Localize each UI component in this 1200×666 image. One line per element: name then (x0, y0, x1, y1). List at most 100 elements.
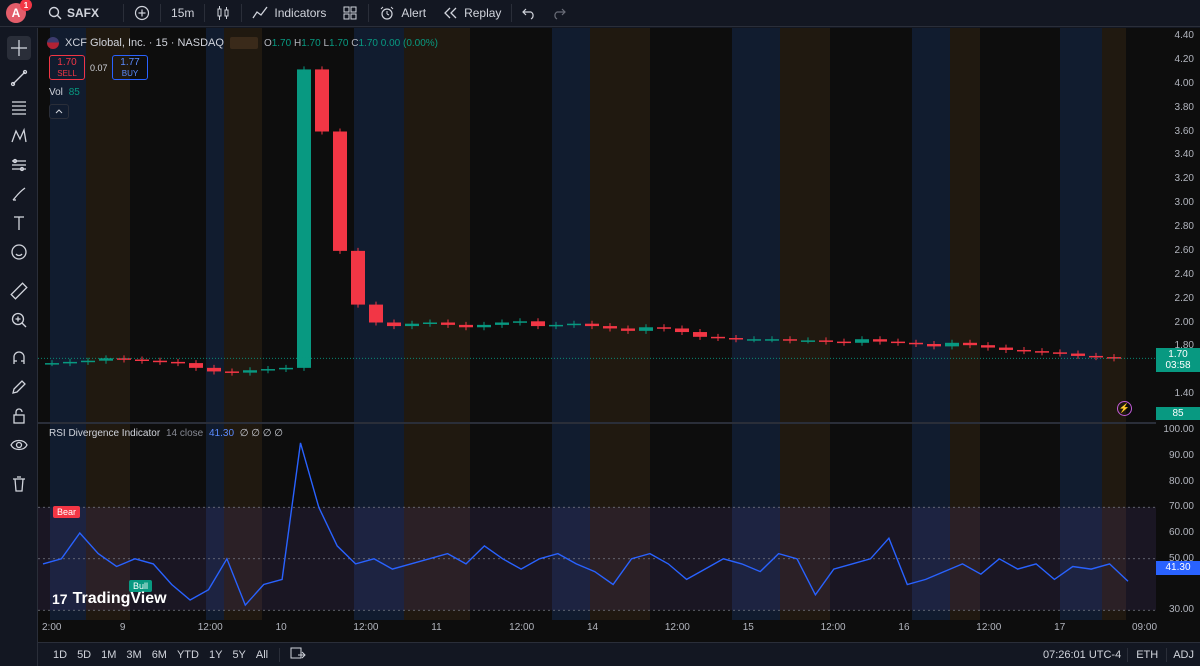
hide-drawings-tool[interactable] (7, 433, 31, 457)
symbol-title[interactable]: XCF Global, Inc. · 15 · NASDAQ (65, 37, 224, 49)
emoji-tool[interactable] (7, 240, 31, 264)
price-candle (873, 339, 887, 342)
price-candle (369, 304, 383, 323)
price-candle (1035, 351, 1049, 353)
fib-tool[interactable] (7, 95, 31, 119)
grid-icon (343, 6, 357, 20)
price-candle (801, 340, 815, 342)
low-value: 1.70 (329, 37, 349, 49)
price-candle (513, 321, 527, 323)
timeframe-5d[interactable]: 5D (77, 648, 92, 661)
alert-button[interactable]: Alert (371, 0, 434, 27)
stay-drawing-tool[interactable] (7, 375, 31, 399)
timeframe-6m[interactable]: 6M (151, 648, 167, 661)
remove-drawings-tool[interactable] (7, 472, 31, 496)
notification-badge: 1 (20, 0, 32, 11)
compare-button[interactable] (126, 0, 158, 27)
clock[interactable]: 07:26:01 UTC-4 (1042, 648, 1122, 661)
sell-button[interactable]: 1.70 SELL (49, 55, 85, 80)
tv-logo-icon: 17 (52, 591, 68, 607)
buy-button[interactable]: 1.77 BUY (112, 55, 148, 80)
price-candle (279, 367, 293, 370)
price-candle (81, 360, 95, 363)
magnet-tool[interactable] (7, 346, 31, 370)
price-candle (459, 324, 473, 328)
lock-drawings-tool[interactable] (7, 404, 31, 428)
time-tick-label: 12:00 (820, 622, 846, 633)
collapse-legend-button[interactable] (49, 104, 69, 119)
timeframe-3m[interactable]: 3M (126, 648, 142, 661)
price-tick-label: 4.00 (1174, 77, 1194, 89)
chevron-up-icon (55, 109, 63, 114)
adj-button[interactable]: ADJ (1173, 648, 1194, 661)
price-candle (999, 347, 1013, 350)
timeframe-5y[interactable]: 5Y (232, 648, 246, 661)
price-candle (729, 338, 743, 340)
fib-lines-icon (12, 101, 26, 115)
last-price: 1.70 (1168, 349, 1188, 360)
crosshair-tool[interactable] (7, 36, 31, 60)
undo-icon (522, 8, 535, 20)
rsi-value-tag: 41.30 (1156, 561, 1200, 575)
user-avatar[interactable]: A 1 (6, 0, 32, 23)
timeframe-ytd[interactable]: YTD (176, 648, 199, 661)
text-tool[interactable] (7, 211, 31, 235)
price-candle (567, 323, 581, 326)
candles-icon (217, 6, 229, 20)
price-candle (585, 323, 599, 327)
timeframe-1m[interactable]: 1M (101, 648, 117, 661)
ruler-tool[interactable] (7, 279, 31, 303)
brush-tool[interactable] (7, 182, 31, 206)
price-candle (855, 339, 869, 343)
timeframe-all[interactable]: All (255, 648, 269, 661)
sell-price: 1.70 (57, 57, 77, 68)
price-candle (441, 322, 455, 325)
price-candle (657, 327, 671, 329)
replay-button[interactable]: Replay (434, 0, 509, 27)
price-axis[interactable]: 4.40 4.20 4.00 3.80 3.60 3.40 3.20 3.00 2.80 2.60… (1156, 28, 1200, 642)
plus-circle-icon (134, 5, 150, 21)
divider (1127, 647, 1129, 662)
chart-type-button[interactable] (207, 0, 239, 27)
price-candle (153, 360, 167, 363)
price-tick-label: 1.80 (1174, 340, 1194, 352)
price-candle (747, 339, 761, 341)
session-band (1060, 28, 1102, 620)
rsi-name[interactable]: RSI Divergence Indicator (49, 428, 161, 439)
rsi-legend: RSI Divergence Indicator 14 close 41.30 … (49, 428, 283, 439)
replay-label: Replay (464, 6, 502, 20)
timeframe-1y[interactable]: 1Y (208, 648, 223, 661)
session-button[interactable]: ETH (1136, 648, 1159, 661)
forecast-tool[interactable] (7, 153, 31, 177)
ohlc-values: O1.70 H1.70 L1.70 C1.70 0.00 (0.00%) (264, 38, 438, 49)
pattern-tool[interactable] (7, 124, 31, 148)
indicators-button[interactable]: Indicators (244, 0, 334, 27)
time-tick-label: 16 (898, 622, 910, 633)
price-tick-label: 2.40 (1174, 268, 1194, 280)
interval-button[interactable]: 15m (171, 6, 195, 20)
symbol-search-button[interactable]: SAFX (40, 0, 107, 27)
redo-button[interactable] (544, 0, 574, 27)
price-candle (387, 322, 401, 327)
time-tick-label: 11 (431, 622, 442, 633)
lightning-icon[interactable]: ⚡ (1117, 401, 1132, 416)
divider (279, 647, 281, 662)
zoom-tool[interactable] (7, 308, 31, 332)
indicators-label: Indicators (274, 6, 327, 20)
price-candle (981, 345, 995, 348)
price-candle (1107, 357, 1121, 359)
spread-value: 0.07 (90, 63, 108, 73)
bottom-toolbar: 1D 5D 1M 3M 6M YTD 1Y 5Y All 07:26:01 UTC-4 ETH … (38, 642, 1200, 666)
rsi-tick-label: 100.00 (1163, 424, 1194, 435)
price-candle (819, 340, 833, 342)
chart-canvas[interactable] (38, 28, 1156, 642)
layouts-button[interactable] (334, 0, 366, 27)
price-candle (207, 367, 221, 372)
date-range-button[interactable] (286, 646, 310, 663)
timeframe-1d[interactable]: 1D (53, 648, 68, 661)
price-tick-label: 3.20 (1174, 173, 1194, 185)
trendline-tool[interactable] (7, 66, 31, 90)
price-candle (261, 369, 275, 371)
undo-button[interactable] (514, 0, 544, 27)
time-tick-label: 12:00 (509, 622, 535, 633)
